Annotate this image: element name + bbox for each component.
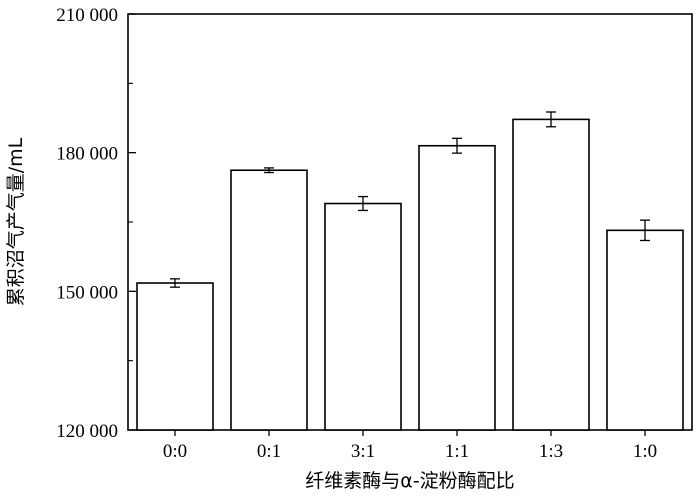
error-bar-3:1 bbox=[358, 195, 368, 212]
x-tick-label: 1:1 bbox=[445, 441, 469, 462]
x-tick-label: 1:3 bbox=[539, 441, 563, 462]
bar-3:1 bbox=[324, 202, 402, 431]
bar-0:0 bbox=[136, 282, 214, 431]
error-bar-0:0 bbox=[170, 278, 180, 288]
x-tick-label: 0:0 bbox=[163, 441, 187, 462]
bar-1:3 bbox=[512, 118, 590, 431]
bar-1:1 bbox=[418, 144, 496, 431]
error-bars-group bbox=[170, 111, 650, 288]
bars-group bbox=[136, 118, 684, 431]
error-bar-1:0 bbox=[640, 219, 650, 242]
error-bar-0:1 bbox=[264, 167, 274, 174]
y-tick-label: 150 000 bbox=[56, 282, 118, 303]
x-tick-label: 1:0 bbox=[633, 441, 657, 462]
x-tick-label: 0:1 bbox=[257, 441, 281, 462]
bar-0:1 bbox=[230, 169, 308, 431]
bar-1:0 bbox=[606, 229, 684, 431]
y-axis-ticks: 120 000 150 000 180 000 210 000 bbox=[56, 5, 136, 442]
x-axis-title: 纤维素酶与α-淀粉酶配比 bbox=[305, 470, 514, 492]
error-bar-1:1 bbox=[452, 137, 462, 154]
y-tick-label: 120 000 bbox=[56, 421, 118, 442]
x-axis-ticks: 0:0 0:1 3:1 1:1 1:3 1:0 bbox=[163, 430, 657, 462]
y-tick-label: 180 000 bbox=[56, 144, 118, 165]
y-tick-label: 210 000 bbox=[56, 5, 118, 26]
x-tick-label: 3:1 bbox=[351, 441, 375, 462]
y-axis-title: 累积沼气产气量/mL bbox=[5, 137, 27, 306]
error-bar-1:3 bbox=[546, 111, 556, 128]
